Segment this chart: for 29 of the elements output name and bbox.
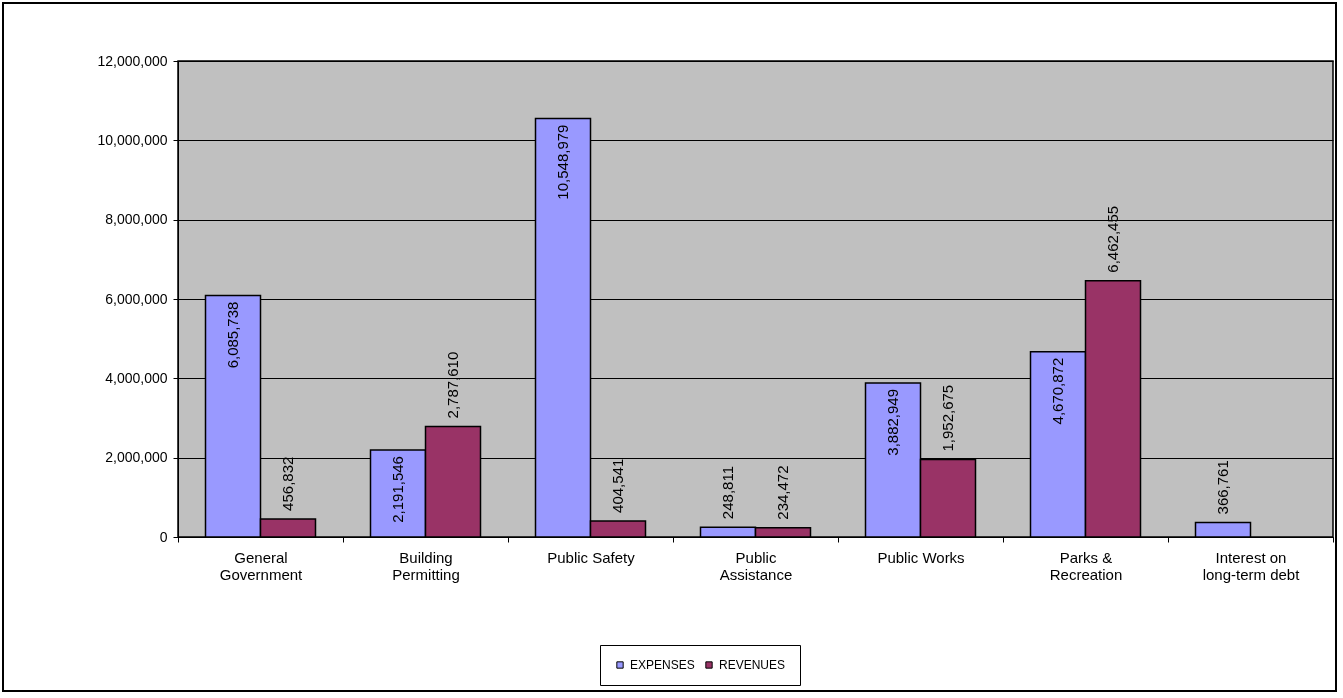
x-tick-label: Public Works (877, 548, 965, 566)
data-label: 248,811 (719, 466, 736, 520)
legend-label: EXPENSES (630, 658, 695, 672)
data-label: 3,882,949 (884, 388, 901, 456)
x-tick-label: Building Permitting (392, 548, 460, 583)
data-label: 2,787,610 (444, 351, 461, 419)
data-label: 2,191,546 (389, 456, 406, 523)
data-label: 456,832 (279, 456, 296, 511)
y-tick-label: 0 (159, 528, 168, 545)
y-tick-label: 2,000,000 (105, 449, 168, 466)
data-label: 4,670,872 (1049, 357, 1066, 425)
y-tick-label: 6,000,000 (105, 290, 168, 307)
x-tick-label: Interest on long-term debt (1202, 548, 1301, 583)
y-tick-label: 12,000,000 (97, 52, 168, 69)
y-tick-label: 8,000,000 (105, 211, 168, 228)
x-tick-label: General Government (219, 548, 304, 583)
data-label: 1,952,675 (939, 384, 956, 452)
data-label: 10,548,979 (554, 124, 571, 200)
data-label: 234,472 (774, 465, 791, 520)
x-tick-label: Parks & Recreation (1049, 548, 1123, 583)
data-label: 366,761 (1214, 460, 1231, 515)
y-tick-label: 10,000,000 (97, 131, 168, 148)
data-label: 6,462,455 (1104, 205, 1121, 273)
data-label: 6,085,738 (224, 301, 241, 369)
y-tick-label: 4,000,000 (105, 369, 168, 386)
x-tick-label: Public Safety (547, 548, 636, 566)
x-tick-label: Public Assistance (719, 548, 793, 583)
data-label: 404,541 (609, 458, 626, 513)
legend-label: REVENUES (719, 658, 786, 672)
